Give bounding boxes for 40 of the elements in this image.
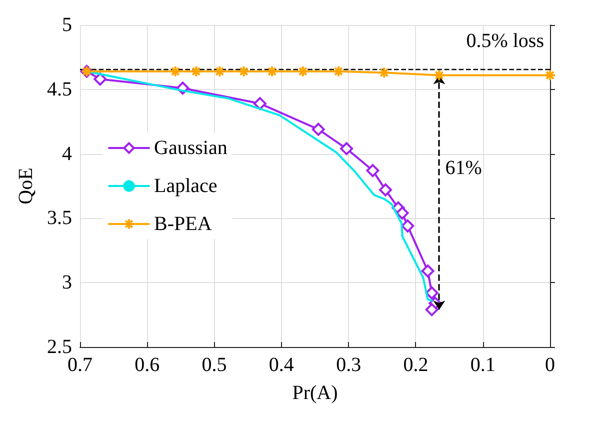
x-tick-label: 0.3 <box>336 354 362 376</box>
point <box>266 65 278 78</box>
y-tick-label: 4.5 <box>47 78 72 100</box>
point <box>94 72 107 86</box>
legend-label: B-PEA <box>154 213 212 235</box>
point <box>169 65 182 78</box>
point <box>340 142 354 156</box>
legend-label: Laplace <box>154 175 218 197</box>
y-tick-label: 5 <box>62 14 72 36</box>
x-tick-label: 0.6 <box>134 354 160 376</box>
point <box>396 206 409 220</box>
point <box>190 65 202 78</box>
point <box>425 303 438 316</box>
annotation: 61% <box>445 157 482 179</box>
x-tick-label: 0 <box>545 354 555 376</box>
point <box>366 164 380 178</box>
y-tick-label: 3 <box>62 272 72 294</box>
x-axis-title: Pr(A) <box>292 382 338 404</box>
x-tick-label: 0.4 <box>268 354 294 376</box>
point <box>312 122 325 136</box>
point <box>296 65 309 78</box>
point <box>401 219 414 232</box>
x-tick-label: 0.2 <box>403 354 428 376</box>
point <box>379 183 392 196</box>
point <box>253 97 266 110</box>
y-tick-label: 3.5 <box>47 207 72 230</box>
annotation: 0.5% loss <box>466 30 544 52</box>
x-tick-label: 0.1 <box>470 354 496 376</box>
y-tick-label: 4 <box>62 142 72 165</box>
x-tick-label: 0.5 <box>202 354 227 376</box>
point <box>425 286 438 300</box>
point <box>214 65 226 78</box>
point <box>421 264 434 278</box>
point <box>238 65 250 78</box>
point <box>332 65 344 78</box>
point <box>378 66 390 79</box>
point <box>544 69 556 82</box>
point <box>433 69 446 82</box>
y-axis-title: QoE <box>15 168 37 204</box>
legend-label: Gaussian <box>154 137 228 159</box>
